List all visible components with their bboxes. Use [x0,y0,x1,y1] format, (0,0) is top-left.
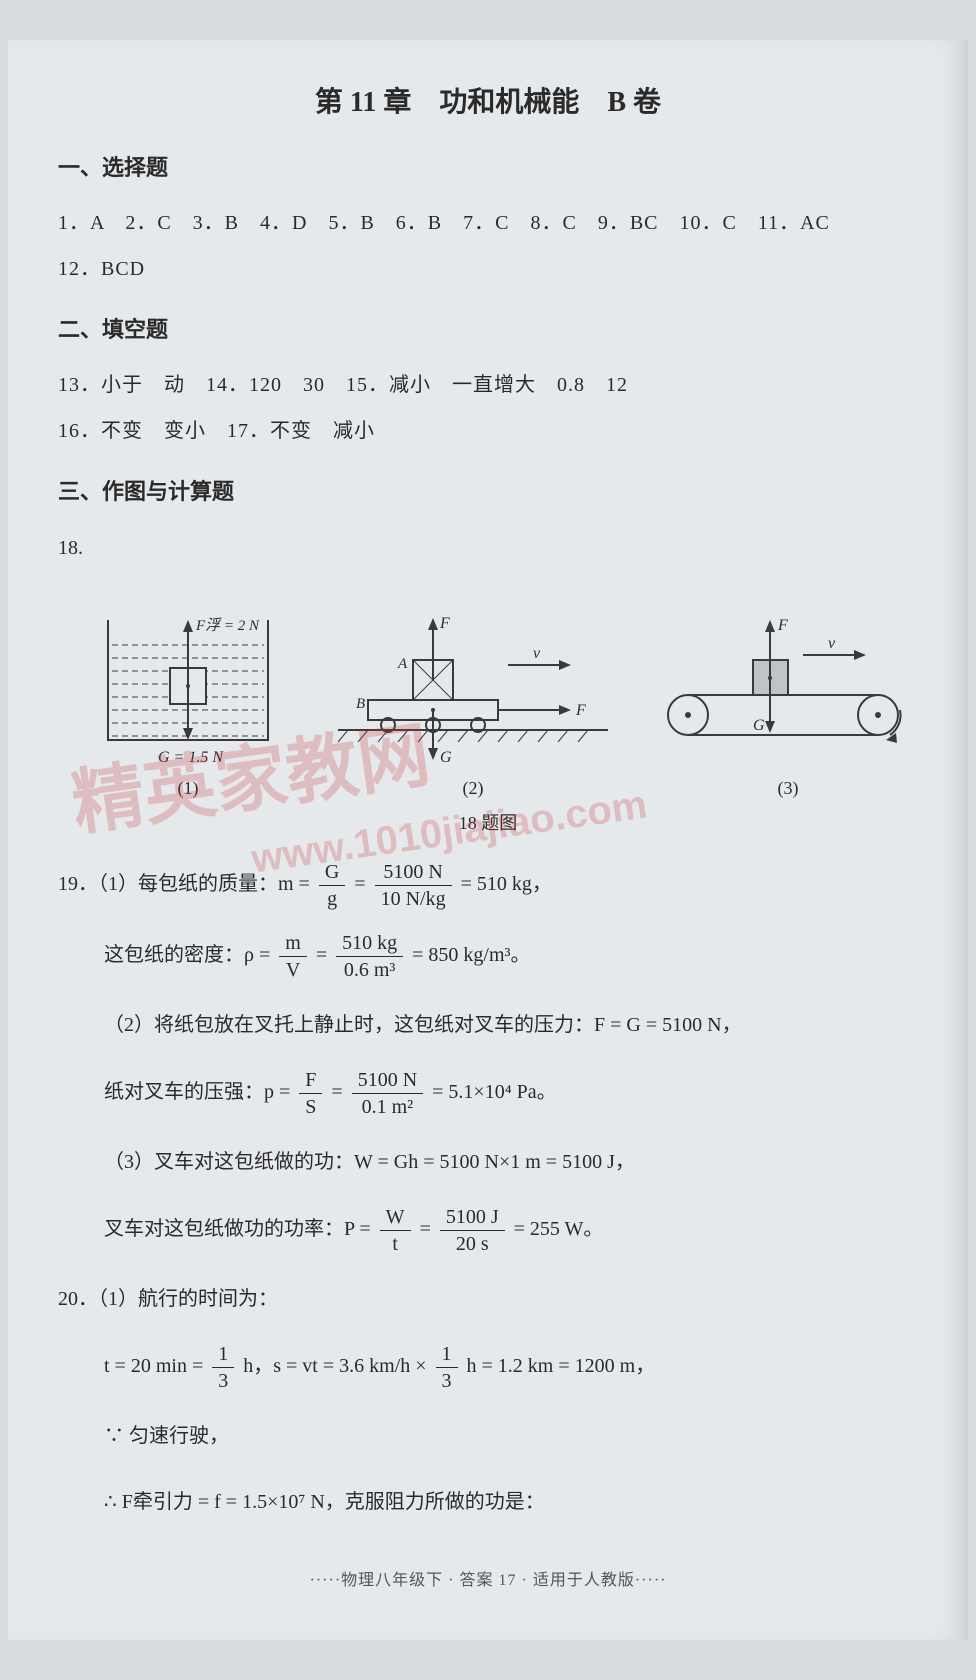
q20-uniform: ∵ 匀速行驶， [104,1412,918,1460]
svg-text:G: G [753,717,765,734]
diagram-2-svg: A B F v F G [328,590,618,770]
svg-text:v: v [828,635,836,652]
fill-answers-line-1: 13．小于 动 14．120 30 15．减小 一直增大 0.8 12 [58,362,918,408]
q18-number: 18. [58,524,83,572]
q19-part2a: （2）将纸包放在叉托上静止时，这包纸对叉车的压力：F = G = 5100 N， [104,1001,918,1049]
diagram-3-svg: F v G [658,600,918,770]
svg-text:F浮 = 2 N: F浮 = 2 N [195,617,260,634]
svg-text:A: A [397,656,408,672]
q19-density: 这包纸的密度：ρ = mV = 510 kg0.6 m³ = 850 kg/m³… [104,930,918,983]
q19-part3a: （3）叉车对这包纸做的功：W = Gh = 5100 N×1 m = 5100 … [104,1138,918,1186]
q19-part1: 19．（1）每包纸的质量：m = Gg = 5100 N10 N/kg = 51… [58,859,918,912]
q20-force: ∴ F牵引力 = f = 1.5×10⁷ N，克服阻力所做的功是： [104,1478,918,1526]
q19-pressure: 纸对叉车的压强：p = FS = 5100 N0.1 m² = 5.1×10⁴ … [104,1067,918,1120]
svg-text:G: G [440,749,452,766]
fill-answers-line-2: 16．不变 变小 17．不变 减小 [58,408,918,454]
diagram-1-svg: F浮 = 2 N G = 1.5 N [88,590,288,770]
choice-answers-line-1: 1．A 2．C 3．B 4．D 5．B 6．B 7．C 8．C 9．BC 10．… [58,200,918,246]
svg-text:F: F [575,702,586,719]
svg-text:B: B [356,696,365,712]
diagram-1-caption: (1) [88,778,288,799]
diagram-3: F v G (3) [658,600,918,799]
section-3-heading: 三、作图与计算题 [58,474,918,506]
q19-power: 叉车对这包纸做功的功率：P = Wt = 5100 J20 s = 255 W。 [104,1204,918,1257]
diagram-2: A B F v F G (2) [328,590,618,799]
diagram-1: F浮 = 2 N G = 1.5 N (1) [88,590,288,799]
q18-diagrams: F浮 = 2 N G = 1.5 N (1) [88,590,918,799]
q20-part1-heading: 20．（1）航行的时间为： [58,1275,918,1323]
svg-text:v: v [533,645,541,662]
svg-text:F: F [439,615,450,632]
section-1-heading: 一、选择题 [58,150,918,182]
diagram-3-caption: (3) [658,778,918,799]
section-2-heading: 二、填空题 [58,312,918,344]
svg-text:F: F [777,617,788,634]
choice-answers-line-2: 12．BCD [58,246,918,292]
q18-figure-title: 18 题图 [58,809,918,835]
page-footer: ·····物理八年级下 · 答案 17 · 适用于人教版····· [58,1566,918,1590]
diagram-2-caption: (2) [328,778,618,799]
q20-time-distance: t = 20 min = 13 h，s = vt = 3.6 km/h × 13… [104,1341,918,1394]
svg-text:G = 1.5 N: G = 1.5 N [158,749,224,766]
chapter-title: 第 11 章 功和机械能 B 卷 [58,80,918,120]
